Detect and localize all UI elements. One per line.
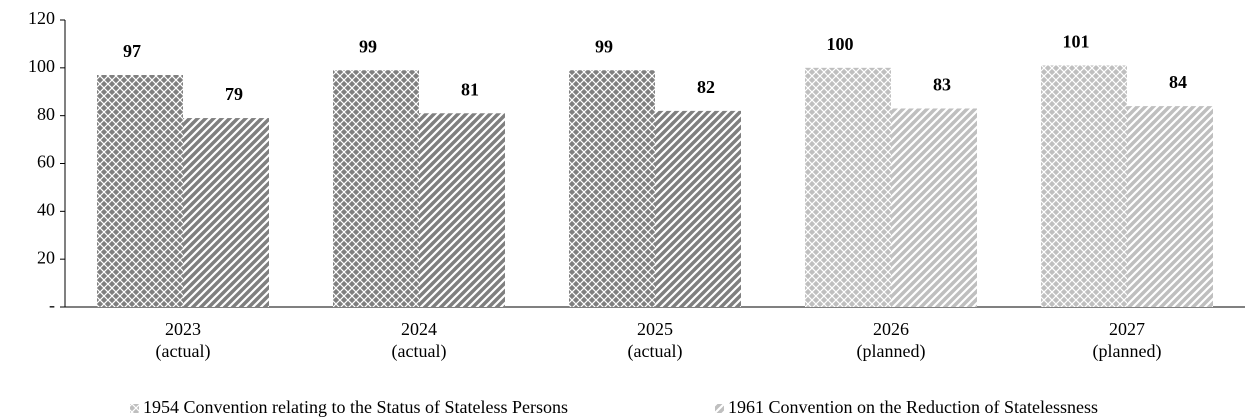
y-tick-label: 40 <box>37 199 55 219</box>
legend-marker <box>130 404 139 413</box>
bar <box>891 108 977 307</box>
data-label: 83 <box>933 75 951 95</box>
bar <box>1127 106 1213 307</box>
y-tick-label: 80 <box>37 104 55 124</box>
bar <box>569 70 655 307</box>
x-tick-label: (actual) <box>392 341 447 362</box>
x-tick-label: 2023 <box>165 319 201 339</box>
legend-label: 1961 Convention on the Reduction of Stat… <box>728 397 1098 417</box>
x-tick-label: 2024 <box>401 319 437 339</box>
bar <box>97 75 183 307</box>
legend-label: 1954 Convention relating to the Status o… <box>143 397 568 417</box>
data-label: 97 <box>123 41 141 61</box>
bar <box>333 70 419 307</box>
data-label: 99 <box>595 36 613 56</box>
y-tick-label: 60 <box>37 152 55 172</box>
x-tick-label: (actual) <box>156 341 211 362</box>
data-label: 101 <box>1063 32 1090 52</box>
y-tick-label: 120 <box>28 8 55 28</box>
data-label: 79 <box>225 84 243 104</box>
bar <box>419 113 505 308</box>
bar <box>183 118 269 307</box>
data-label: 99 <box>359 36 377 56</box>
legend-marker <box>715 404 724 413</box>
data-label: 81 <box>461 79 479 99</box>
data-label: 84 <box>1169 72 1187 92</box>
x-tick-label: 2026 <box>873 319 909 339</box>
data-label: 82 <box>697 77 715 97</box>
x-tick-label: 2025 <box>637 319 673 339</box>
y-tick-label: 20 <box>37 247 55 267</box>
y-tick-label: 100 <box>28 56 55 76</box>
bar <box>805 67 891 307</box>
y-tick-label: - <box>49 295 55 315</box>
bar <box>1041 65 1127 307</box>
x-tick-label: (planned) <box>1093 341 1162 362</box>
x-tick-label: (planned) <box>857 341 926 362</box>
x-tick-label: 2027 <box>1109 319 1145 339</box>
x-tick-label: (actual) <box>628 341 683 362</box>
bar <box>655 110 741 307</box>
data-label: 100 <box>827 34 854 54</box>
